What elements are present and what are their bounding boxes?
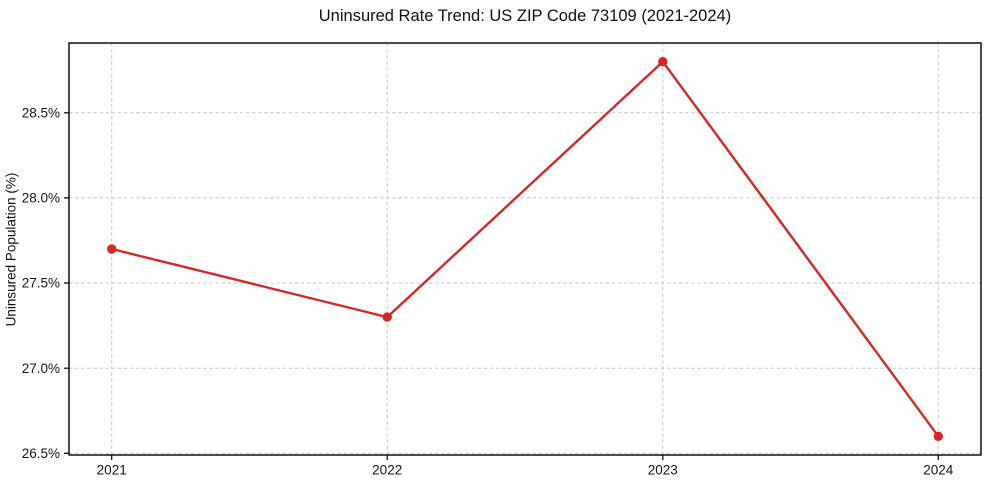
x-tick-label: 2022	[372, 463, 402, 478]
x-tick-label: 2024	[923, 463, 954, 478]
data-point-2023	[658, 57, 668, 67]
chart-title: Uninsured Rate Trend: US ZIP Code 73109 …	[318, 7, 732, 25]
data-point-2024	[933, 431, 943, 441]
trend-line	[110, 60, 940, 438]
data-point-2021	[107, 244, 117, 254]
plot-border	[68, 42, 982, 456]
y-tick-label: 28.5%	[22, 106, 60, 121]
y-tick-label: 26.5%	[22, 446, 60, 461]
y-tick-label: 27.5%	[22, 276, 60, 291]
y-tick-label: 28.0%	[22, 191, 60, 206]
x-tick-label: 2023	[648, 463, 678, 478]
data-point-2022	[382, 312, 392, 322]
y-tick-label: 27.0%	[22, 361, 60, 376]
x-tick-label: 2021	[97, 463, 127, 478]
